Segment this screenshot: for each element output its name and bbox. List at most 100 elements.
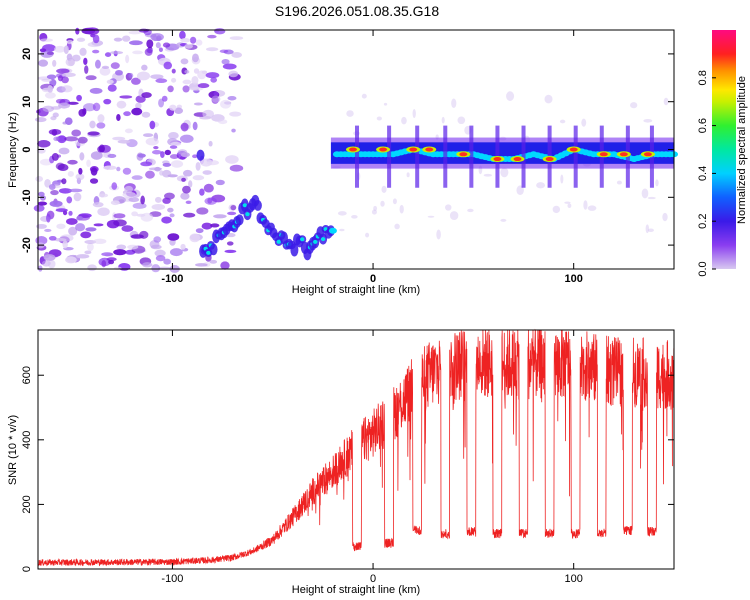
spectrogram-noise-blob xyxy=(381,185,387,193)
spectrogram-noise-blob xyxy=(219,49,229,54)
spectrogram-noise-blob xyxy=(141,92,152,98)
spectrogram-noise-blob xyxy=(51,129,58,136)
colorbar-tick-label: 0.6 xyxy=(697,118,709,133)
spectrogram-noise-blob xyxy=(215,179,225,186)
spectrogram-noise-blob xyxy=(131,77,141,85)
spectrogram-noise-blob xyxy=(110,62,120,70)
spectrogram-noise-blob xyxy=(82,108,87,115)
spectrogram-noise-blob xyxy=(92,49,100,54)
spectrogram-noise-blob xyxy=(182,79,192,85)
spectrogram-noise-blob xyxy=(139,230,149,239)
spectrogram-noise-blob xyxy=(220,261,230,270)
spectrogram-noise-blob xyxy=(101,65,110,69)
spectrogram-noise-blob xyxy=(97,114,105,123)
spectrogram-hotspot xyxy=(459,152,468,157)
spectrogram-x-axis-label: Height of straight line (km) xyxy=(292,284,420,296)
spectrogram-noise-blob xyxy=(202,109,214,119)
spectrogram-hotspot xyxy=(493,157,502,162)
spectrogram-y-ticks: -20 -10 0 10 20 xyxy=(21,48,674,253)
spectrogram-noise-blob xyxy=(587,205,597,211)
spectrogram-noise-blob xyxy=(121,225,134,232)
colorbar-tick-label: 0.8 xyxy=(697,70,709,85)
spectrogram-noise-blob xyxy=(227,211,237,216)
spectrogram-striation xyxy=(521,125,526,188)
spectrogram-noise-blob xyxy=(128,30,142,35)
spectrogram-noise-blob xyxy=(37,201,48,206)
spectrogram-noise-blob xyxy=(214,28,226,35)
spectrogram-noise-blob xyxy=(180,58,189,65)
spectrogram-noise-blob xyxy=(154,249,166,257)
spectrogram-noise-blob xyxy=(192,154,198,159)
spectrogram-noise-blob xyxy=(516,185,524,196)
spectrogram-noise-blob xyxy=(199,188,205,196)
spectrogram-noise-blob xyxy=(68,188,83,193)
spectrogram-hotspot xyxy=(348,147,357,152)
spectrogram-trace-cell xyxy=(313,239,318,244)
spectrogram-noise-blob xyxy=(136,71,151,81)
spectrogram-noise-blob xyxy=(231,128,236,133)
spectrogram-noise-blob xyxy=(68,226,78,236)
spectrogram-noise-blob xyxy=(128,197,140,203)
spectrogram-noise-blob xyxy=(647,228,654,233)
spectrogram-noise-blob xyxy=(180,38,191,43)
spectrogram-noise-blob xyxy=(44,228,52,232)
spectrogram-hotspot xyxy=(545,157,554,162)
spectrogram-noise-blob xyxy=(57,75,64,82)
spectrogram-noise-blob xyxy=(544,94,553,104)
spectrogram-noise-blob xyxy=(441,116,445,124)
spectrogram-noise-blob xyxy=(38,191,45,197)
spectrogram-noise-blob xyxy=(83,57,88,66)
spectrogram-noise-blob xyxy=(174,107,184,114)
spectrogram-noise-blob xyxy=(109,51,124,55)
spectrogram-noise-blob xyxy=(86,159,91,167)
spectrogram-noise-blob xyxy=(129,40,143,46)
spectrogram-noise-blob xyxy=(145,137,159,146)
snr-y-tick-label: 400 xyxy=(21,431,33,449)
spectrogram-striation xyxy=(573,125,578,188)
snr-series-line xyxy=(37,328,675,567)
spectrogram-noise-blob xyxy=(90,151,103,160)
spectrogram-noise-blob xyxy=(146,39,154,49)
spectrogram-noise-blob xyxy=(164,149,172,156)
spectrogram-noise-blob xyxy=(163,61,173,70)
spectrogram-noise-blob xyxy=(227,95,237,101)
spectrogram-noise-blob xyxy=(47,259,56,269)
spectrogram-noise-blob xyxy=(189,233,201,243)
spectrogram-noise-blob xyxy=(44,92,56,99)
spectrogram-noise-blob xyxy=(180,122,189,132)
spectrogram-noise-blob xyxy=(179,156,186,160)
spectrogram-noise-blob xyxy=(197,83,210,89)
spectrogram-noise-blob xyxy=(117,139,131,144)
spectrogram-noise-blob xyxy=(170,160,184,168)
spectrogram-noise-blob xyxy=(76,37,86,42)
spectrogram-noise-blob xyxy=(401,116,407,125)
spectrogram-noise-blob xyxy=(42,105,55,113)
spectrogram-noise-blob xyxy=(112,136,126,141)
spectrogram-noise-blob xyxy=(184,69,190,74)
spectrogram-noise-blob xyxy=(169,248,183,257)
spectrogram-noise-blob xyxy=(662,212,668,222)
spectrogram-noise-blob xyxy=(361,93,367,99)
spectrogram-noise-blob xyxy=(567,203,572,208)
spectrogram-noise-blob xyxy=(67,159,78,165)
spectrogram-noise-blob xyxy=(213,91,219,96)
snr-y-axis-label: SNR (10 * v/v) xyxy=(7,415,19,485)
spectrogram-noise-blob xyxy=(131,211,138,217)
spectrogram-trace-cell xyxy=(242,203,248,208)
spectrogram-hotspot xyxy=(643,152,652,157)
spectrogram-noise-blob xyxy=(207,197,213,204)
spectrogram-noise-blob xyxy=(92,102,101,112)
spectrogram-noise-blob xyxy=(200,158,213,167)
spectrogram-noise-blob xyxy=(34,117,47,123)
chart-title: S196.2026.051.08.35.G18 xyxy=(275,3,439,19)
spectrogram-noise-blob xyxy=(211,95,221,103)
spectrogram-y-tick-label: 0 xyxy=(21,146,33,152)
spectrogram-noise-blob xyxy=(161,216,172,224)
spectrogram-noise-blob xyxy=(33,204,45,212)
spectrogram-noise-blob xyxy=(62,210,68,216)
spectrogram-noise-blob xyxy=(137,153,146,158)
spectrogram-noise-blob xyxy=(84,65,89,74)
spectrogram-noise-blob xyxy=(188,180,193,188)
spectrogram-noise-blob xyxy=(116,244,127,250)
snr-x-tick-label: 0 xyxy=(370,573,376,585)
